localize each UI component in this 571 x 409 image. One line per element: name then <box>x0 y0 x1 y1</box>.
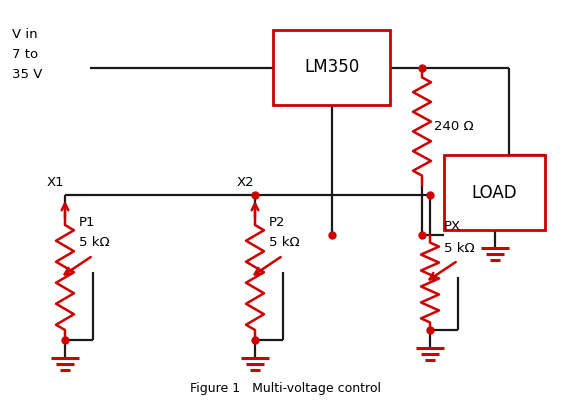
Text: 7 to: 7 to <box>12 48 38 61</box>
Text: 35 V: 35 V <box>12 68 42 81</box>
Text: P1: P1 <box>79 216 95 229</box>
Text: X1: X1 <box>47 177 65 189</box>
Text: P2: P2 <box>269 216 286 229</box>
Text: V in: V in <box>12 28 38 41</box>
Text: 5 kΩ: 5 kΩ <box>79 236 110 249</box>
Text: Figure 1   Multi-voltage control: Figure 1 Multi-voltage control <box>190 382 380 395</box>
Text: 240 Ω: 240 Ω <box>434 119 473 133</box>
Text: X2: X2 <box>237 177 255 189</box>
Text: PX: PX <box>444 220 461 234</box>
Bar <box>273 30 390 105</box>
Text: LM350: LM350 <box>304 58 359 76</box>
Text: 5 kΩ: 5 kΩ <box>444 243 475 256</box>
Bar <box>444 155 545 230</box>
Text: LOAD: LOAD <box>472 184 517 202</box>
Text: 5 kΩ: 5 kΩ <box>269 236 300 249</box>
